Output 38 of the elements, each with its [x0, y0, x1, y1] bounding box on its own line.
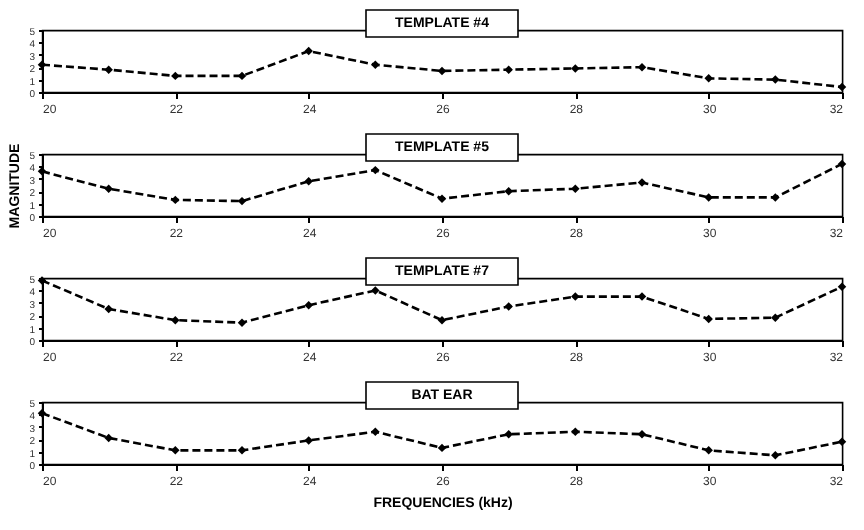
point — [304, 436, 313, 445]
point — [571, 64, 580, 73]
point — [437, 66, 447, 76]
point — [771, 75, 780, 84]
point — [304, 177, 313, 186]
point — [504, 430, 513, 439]
point — [37, 408, 47, 418]
point — [637, 430, 647, 439]
point — [771, 313, 780, 322]
point — [571, 184, 580, 193]
point — [171, 195, 180, 205]
point — [371, 427, 380, 436]
point — [571, 292, 580, 301]
point — [637, 62, 647, 72]
point — [371, 165, 380, 175]
point — [837, 82, 847, 92]
point — [771, 451, 780, 460]
point — [504, 302, 513, 311]
point — [171, 446, 180, 455]
point — [171, 71, 180, 81]
point — [437, 315, 447, 325]
point — [437, 443, 447, 453]
point — [571, 427, 580, 436]
point — [104, 65, 113, 74]
point — [771, 193, 780, 202]
point — [237, 196, 247, 206]
point — [371, 60, 380, 69]
point — [171, 315, 180, 325]
point — [704, 74, 713, 83]
point — [304, 301, 313, 310]
point — [504, 65, 513, 74]
point — [104, 184, 113, 193]
point — [37, 276, 47, 285]
point — [371, 286, 380, 295]
point — [837, 159, 847, 169]
point — [704, 446, 713, 455]
point — [504, 186, 513, 196]
point — [704, 193, 713, 202]
